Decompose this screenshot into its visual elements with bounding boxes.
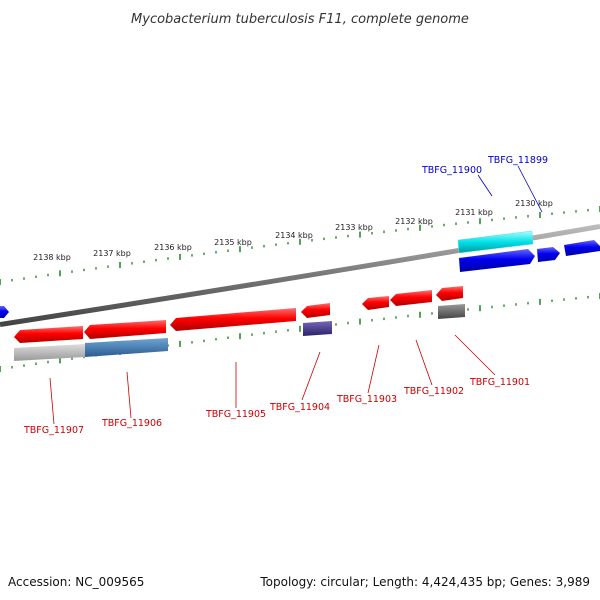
label-leader-line	[126, 371, 132, 419]
label-leader-line	[454, 334, 496, 376]
gene-label-TBFG_11907[interactable]: TBFG_11907	[23, 425, 84, 436]
gene-label-TBFG_11900[interactable]: TBFG_11900	[421, 165, 482, 176]
label-leader-line	[367, 344, 380, 394]
scale-label: 2135 kbp	[214, 238, 252, 247]
label-leader-line	[49, 377, 55, 425]
reverse-gene-arrow[interactable]	[362, 296, 389, 310]
genome-summary-text: Topology: circular; Length: 4,424,435 bp…	[259, 575, 590, 589]
feature-box[interactable]	[438, 304, 465, 319]
gene-label-TBFG_11902[interactable]: TBFG_11902	[403, 386, 464, 397]
scale-label: 2130 kbp	[515, 199, 553, 208]
gene-label-TBFG_11905[interactable]: TBFG_11905	[205, 409, 266, 420]
map-title: Mycobacterium tuberculosis F11, complete…	[131, 12, 469, 27]
scale-label: 2132 kbp	[395, 217, 433, 226]
scale-label: 2138 kbp	[33, 253, 71, 262]
reverse-gene-arrow[interactable]	[14, 326, 83, 343]
scale-label: 2134 kbp	[275, 231, 313, 240]
feature-box[interactable]	[85, 338, 168, 357]
gene-label-TBFG_11904[interactable]: TBFG_11904	[269, 402, 330, 413]
scale-label: 2137 kbp	[93, 249, 131, 258]
scale-label: 2131 kbp	[455, 208, 493, 217]
reverse-gene-arrow[interactable]	[436, 286, 463, 301]
reverse-gene-arrow[interactable]	[84, 320, 166, 339]
gene-label-TBFG_11901[interactable]: TBFG_11901	[469, 377, 530, 388]
gene-label-TBFG_11899[interactable]: TBFG_11899	[487, 155, 548, 166]
label-leader-line	[477, 174, 493, 197]
forward-gene-labels: TBFG_11900 TBFG_11899	[421, 155, 548, 213]
reverse-strand-genes	[14, 286, 465, 361]
reverse-gene-arrow[interactable]	[170, 308, 296, 331]
forward-gene-arrow[interactable]	[459, 249, 535, 272]
reverse-gene-arrow[interactable]	[301, 303, 330, 318]
accession-text: Accession: NC_009565	[8, 575, 144, 589]
rna-feature[interactable]	[457, 230, 534, 254]
gene-label-TBFG_11906[interactable]: TBFG_11906	[101, 418, 162, 429]
gene-label-TBFG_11903[interactable]: TBFG_11903	[336, 394, 397, 405]
label-leader-line	[301, 351, 321, 401]
feature-box[interactable]	[303, 321, 332, 336]
label-leader-line	[517, 165, 543, 213]
scale-labels: 2138 kbp 2137 kbp 2136 kbp 2135 kbp 2134…	[33, 199, 553, 262]
feature-box[interactable]	[14, 344, 85, 361]
forward-strand-genes	[0, 230, 600, 318]
forward-gene-arrow[interactable]	[564, 240, 600, 256]
label-leader-line	[415, 339, 433, 386]
scale-label: 2136 kbp	[154, 243, 192, 252]
outer-tick-ring	[0, 206, 600, 285]
scale-label: 2133 kbp	[335, 223, 373, 232]
forward-gene-arrow[interactable]	[537, 247, 560, 262]
reverse-gene-labels: TBFG_11907 TBFG_11906 TBFG_11905 TBFG_11…	[23, 334, 530, 436]
reverse-gene-arrow[interactable]	[390, 290, 432, 306]
forward-gene-arrow[interactable]	[0, 306, 9, 318]
